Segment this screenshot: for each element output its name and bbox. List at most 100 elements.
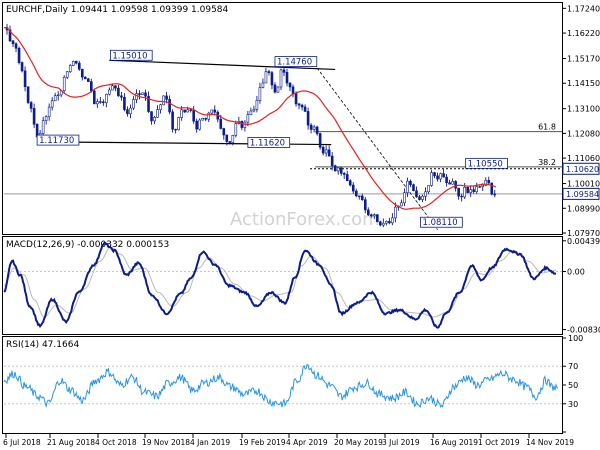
candle-body: [394, 206, 397, 219]
candle-body: [87, 78, 90, 82]
candle-body: [90, 81, 93, 92]
candle-body: [409, 180, 412, 185]
price-tick-label: 1.11060: [567, 154, 600, 163]
candle-body: [132, 99, 135, 109]
candle-body: [153, 117, 156, 122]
x-tick-label: 1 Oct 2019: [478, 438, 520, 447]
candle-body: [418, 196, 421, 200]
candle-body: [324, 149, 328, 154]
candle-body: [189, 109, 192, 111]
candle-body: [56, 94, 60, 97]
x-tick-label: 4 Oct 2018: [95, 438, 137, 447]
price-badge: [562, 187, 600, 200]
candle-body: [481, 184, 485, 188]
candle-body: [285, 72, 289, 84]
price-annotation-label: 1.11730: [39, 136, 74, 146]
candle-body: [50, 100, 54, 108]
candle-body: [44, 116, 48, 121]
candle-body: [267, 71, 271, 73]
trendline-retrace-start: [316, 67, 438, 230]
candle-body: [424, 191, 427, 197]
price-annotation-box: [109, 49, 153, 61]
fib-level-label: 38.2: [538, 158, 556, 167]
candle-body: [14, 43, 18, 49]
candle-body: [306, 111, 310, 126]
candle-body: [385, 221, 388, 224]
candle-body: [68, 65, 72, 73]
candle-body: [373, 214, 376, 217]
candle-body: [210, 109, 214, 114]
candle-body: [240, 121, 244, 128]
rsi-layer: [3, 363, 562, 409]
candle-body: [333, 165, 337, 172]
candle-body: [255, 100, 259, 110]
candle-body: [47, 106, 51, 118]
candle-body: [8, 29, 12, 42]
macd-tick-label: -0.008306: [567, 326, 600, 335]
candle-body: [11, 40, 15, 45]
candle-body: [171, 111, 174, 130]
price-tick-label: 1.15170: [567, 55, 600, 64]
price-tick-label: 1.08990: [567, 204, 600, 213]
candle-body: [180, 109, 183, 118]
x-tick-label: 16 Aug 2019: [430, 438, 478, 447]
price-badge-label: 1.10620: [566, 165, 599, 174]
candle-body: [74, 61, 78, 64]
candle-body: [195, 120, 198, 130]
candle-body: [493, 193, 497, 196]
candle-body: [96, 101, 99, 105]
candle-body: [327, 149, 331, 157]
price-annotation-label: 1.08110: [422, 218, 457, 228]
candle-body: [315, 126, 319, 134]
axes-layer: 1.17240 1.16220 1.15170 1.14150 1.13100 1.120…: [3, 4, 600, 447]
candle-body: [406, 180, 409, 194]
candle-body: [448, 182, 451, 185]
price-annotation-box: [274, 56, 318, 67]
candle-body: [17, 47, 21, 63]
candle-body: [351, 184, 355, 192]
rsi-tick-label: 50: [568, 381, 578, 390]
candle-body: [330, 155, 334, 166]
candle-body: [457, 187, 460, 197]
candle-body: [174, 128, 177, 131]
candle-body: [336, 167, 340, 172]
candle-body: [388, 221, 391, 224]
price-panel-frame: [2, 2, 563, 235]
candle-body: [291, 86, 295, 94]
candle-body: [156, 109, 159, 118]
candle-body: [463, 186, 466, 198]
price-tick-label: 1.12080: [567, 129, 600, 138]
price-badge-label: 1.09584: [566, 190, 599, 199]
candle-body: [252, 109, 256, 112]
candle-body: [312, 126, 316, 130]
candle-body: [270, 72, 274, 86]
x-tick-label: 21 Aug 2018: [47, 438, 95, 447]
candle-body: [120, 95, 123, 98]
candle-body: [111, 85, 114, 91]
candle-body: [150, 111, 153, 122]
candle-body: [367, 209, 370, 216]
candle-body: [376, 214, 379, 223]
candle-body: [300, 104, 304, 108]
candle-body: [201, 118, 205, 121]
candle-body: [138, 93, 141, 95]
candle-body: [29, 102, 33, 109]
candle-body: [357, 195, 361, 197]
candle-body: [177, 117, 180, 131]
candle-body: [222, 128, 226, 136]
candle-body: [165, 95, 168, 100]
price-badge: [562, 162, 600, 175]
candle-body: [249, 110, 253, 116]
rsi-series-line: [3, 363, 559, 409]
candle-body: [62, 76, 66, 92]
candle-body: [454, 181, 457, 189]
candle-body: [484, 180, 488, 186]
x-tick-label: 20 May 2019: [334, 438, 383, 447]
candle-body: [26, 86, 30, 103]
macd-series-signal: [3, 246, 557, 318]
candle-body: [192, 110, 195, 122]
candle-body: [83, 76, 87, 80]
x-tick-label: 19 Nov 2018: [142, 438, 190, 447]
candle-body: [294, 93, 298, 105]
